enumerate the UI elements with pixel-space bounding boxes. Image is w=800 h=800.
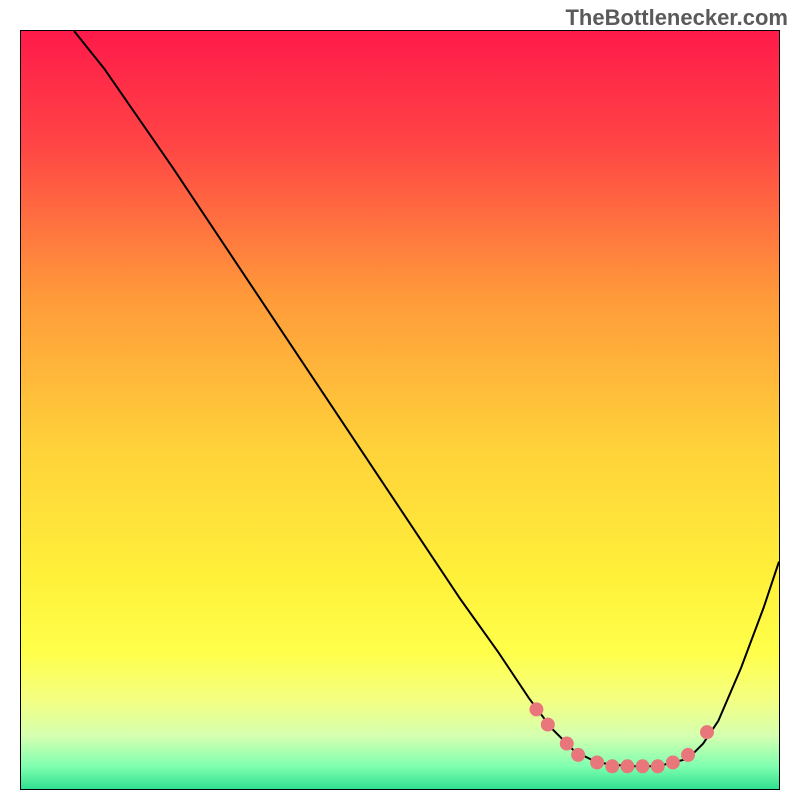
gradient-background [21,31,779,789]
curve-marker [571,748,585,762]
chart-svg [21,31,779,789]
curve-marker [605,759,619,773]
curve-marker [636,759,650,773]
curve-marker [541,718,555,732]
curve-marker [666,755,680,769]
chart-container: TheBottlenecker.com [0,0,800,800]
watermark-text: TheBottlenecker.com [565,5,788,31]
chart-area [20,30,780,790]
curve-marker [590,755,604,769]
curve-marker [681,748,695,762]
curve-marker [651,759,665,773]
curve-marker [529,702,543,716]
curve-marker [700,725,714,739]
curve-marker [560,737,574,751]
curve-marker [620,759,634,773]
